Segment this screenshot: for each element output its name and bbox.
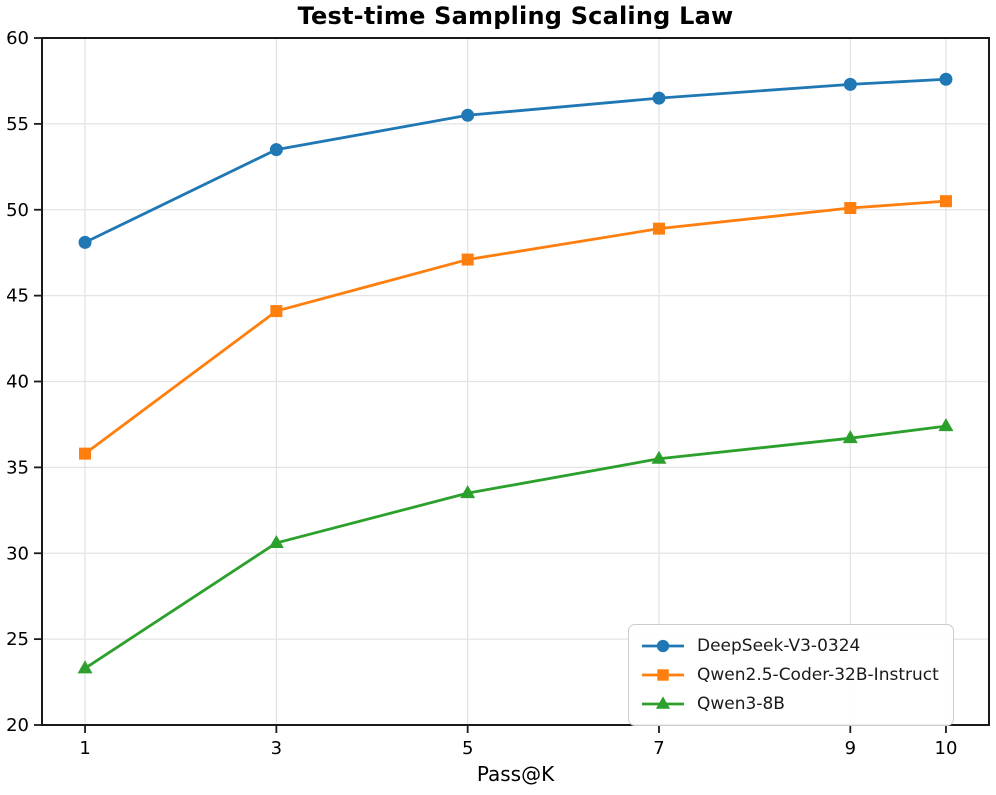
x-tick-label: 7 xyxy=(653,738,664,759)
legend-label: Qwen3-8B xyxy=(697,694,785,714)
triangle-marker-icon xyxy=(655,696,671,709)
legend-item: DeepSeek-V3-0324 xyxy=(641,633,939,659)
y-tick-label: 55 xyxy=(6,114,29,135)
circle-marker-icon xyxy=(78,235,92,249)
square-marker-icon xyxy=(657,669,669,681)
circle-marker-icon xyxy=(843,77,857,91)
y-tick-label: 45 xyxy=(6,286,29,307)
y-tick-label: 35 xyxy=(6,457,29,478)
square-marker-icon xyxy=(270,305,283,318)
series-0 xyxy=(78,72,953,249)
series-line-1 xyxy=(83,199,948,456)
circle-marker-icon xyxy=(461,108,475,122)
series-2 xyxy=(77,418,954,674)
legend-swatch xyxy=(642,696,684,709)
legend-box: DeepSeek-V3-0324 Qwen2.5-Coder-32B-Instru… xyxy=(628,624,954,726)
y-tick-label: 25 xyxy=(6,629,29,650)
axes-spines xyxy=(41,37,990,726)
y-tick-label: 30 xyxy=(6,543,29,564)
triangle-marker-icon xyxy=(460,485,476,499)
circle-marker-icon xyxy=(656,639,670,653)
square-marker-icon xyxy=(79,447,92,460)
chart-title: Test-time Sampling Scaling Law xyxy=(297,2,734,30)
series-1 xyxy=(79,195,952,460)
legend-swatch xyxy=(642,639,684,653)
triangle-marker-icon xyxy=(268,534,284,548)
legend-item: Qwen3-8B xyxy=(641,691,939,717)
x-tick-label: 5 xyxy=(462,738,473,759)
x-tick-label: 9 xyxy=(845,738,856,759)
series-line-2 xyxy=(83,424,948,670)
square-marker-icon xyxy=(939,195,952,208)
legend-label: Qwen2.5-Coder-32B-Instruct xyxy=(697,665,939,685)
legend-label: DeepSeek-V3-0324 xyxy=(697,636,861,656)
triangle-marker-icon xyxy=(842,430,858,444)
x-tick-label: 1 xyxy=(79,738,90,759)
triangle-marker-icon xyxy=(77,660,93,674)
y-tick-label: 60 xyxy=(6,28,29,49)
legend-item: Qwen2.5-Coder-32B-Instruct xyxy=(641,662,939,688)
y-tick-label: 20 xyxy=(6,715,29,736)
y-tick-label: 40 xyxy=(6,372,29,393)
circle-marker-icon xyxy=(939,72,953,86)
x-axis-label: Pass@K xyxy=(476,762,555,786)
series-line-0 xyxy=(83,77,948,244)
y-tick-label: 50 xyxy=(6,200,29,221)
x-tick-label: 3 xyxy=(271,738,282,759)
square-marker-icon xyxy=(844,202,857,215)
x-tick-label: 10 xyxy=(935,738,958,759)
circle-marker-icon xyxy=(269,143,283,157)
circle-marker-icon xyxy=(652,91,666,105)
square-marker-icon xyxy=(652,222,665,235)
square-marker-icon xyxy=(461,253,474,266)
legend-swatch xyxy=(642,669,684,681)
triangle-marker-icon xyxy=(938,418,954,432)
triangle-marker-icon xyxy=(651,450,667,464)
